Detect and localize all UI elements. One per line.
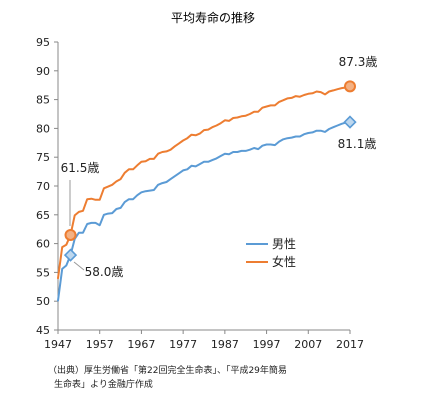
x-axis: 1947 1957 1967 1977 1987 1997 2007 2017 — [44, 329, 364, 351]
chart-title: 平均寿命の推移 — [171, 10, 255, 25]
callout-label: 58.0歳 — [85, 265, 124, 279]
source-note: （出典）厚生労働省「第22回完全生命表」、「平成29年簡易 生命表」より金融庁作… — [48, 364, 408, 392]
male-marker — [63, 248, 78, 262]
y-tick-label: 45 — [36, 324, 50, 337]
source-line-2: 生命表」より金融庁作成 — [54, 380, 153, 390]
male-marker — [343, 115, 357, 129]
callout-label: 61.5歳 — [61, 161, 100, 175]
x-tick-label: 2017 — [336, 338, 364, 351]
female-marker — [344, 80, 356, 93]
y-tick-label: 85 — [36, 94, 50, 107]
legend-label-male: 男性 — [272, 237, 296, 251]
callout-label: 81.1歳 — [338, 137, 377, 151]
y-tick-label: 95 — [36, 36, 50, 49]
y-axis: 45 50 55 60 65 70 75 80 85 90 95 — [36, 36, 59, 337]
y-tick-label: 50 — [36, 295, 50, 308]
y-tick-label: 80 — [36, 122, 50, 135]
x-tick-label: 1977 — [169, 338, 197, 351]
x-tick-label: 1997 — [253, 338, 281, 351]
x-tick-label: 1947 — [44, 338, 72, 351]
y-tick-label: 60 — [36, 238, 50, 251]
y-tick-label: 75 — [36, 151, 50, 164]
series-line-female — [57, 85, 351, 280]
y-tick-label: 55 — [36, 266, 50, 279]
source-line-1: （出典）厚生労働省「第22回完全生命表」、「平成29年簡易 — [48, 366, 287, 376]
x-tick-label: 2007 — [294, 338, 322, 351]
y-tick-label: 65 — [36, 209, 50, 222]
x-tick-label: 1987 — [211, 338, 239, 351]
callouts-layer: 87.3歳 81.1歳 61.5歳 58.0歳 — [61, 55, 378, 279]
y-tick-label: 70 — [36, 180, 50, 193]
callout-label: 87.3歳 — [339, 55, 378, 69]
x-tick-label: 1967 — [127, 338, 155, 351]
series-layer — [57, 85, 351, 302]
callout-leader — [73, 261, 85, 271]
legend-label-female: 女性 — [272, 254, 296, 269]
x-tick-label: 1957 — [86, 338, 114, 351]
series-line-male — [57, 121, 351, 302]
markers-layer — [63, 80, 357, 262]
female-marker — [64, 228, 77, 241]
y-tick-label: 90 — [36, 65, 50, 78]
